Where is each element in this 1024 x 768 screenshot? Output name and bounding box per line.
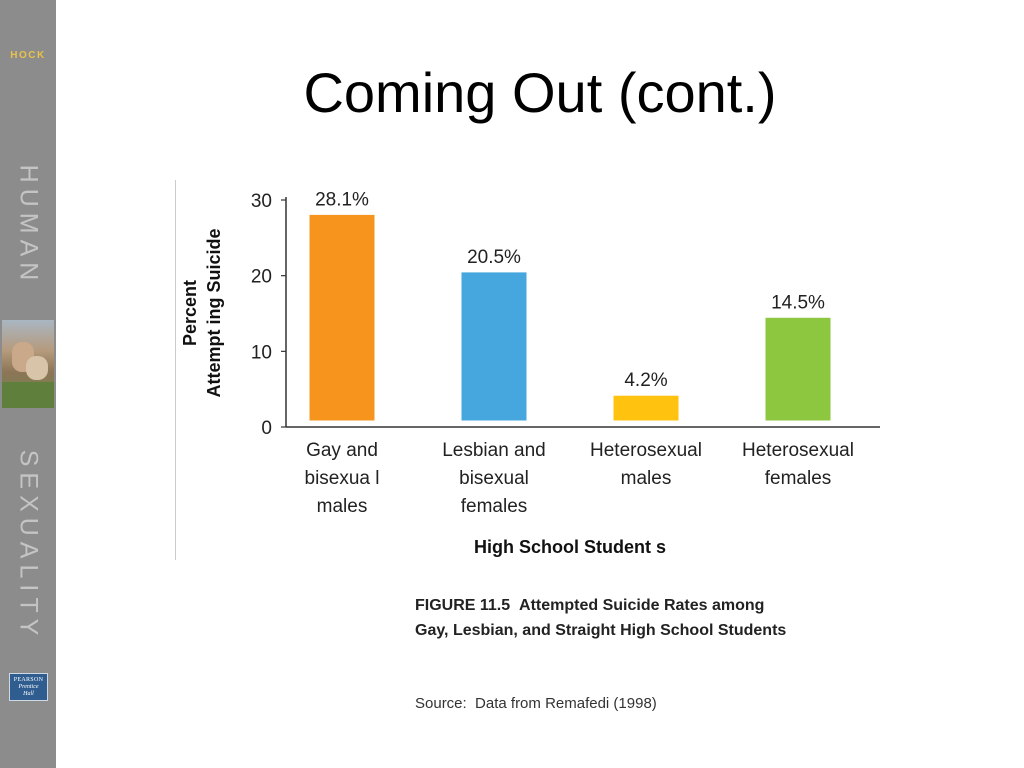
x-tick-label: males — [317, 496, 368, 517]
x-tick-label: Lesbian and — [442, 440, 546, 461]
x-tick-label: bisexual — [459, 468, 529, 489]
cover-photo — [2, 320, 54, 408]
y-tick-label: 10 — [251, 342, 272, 363]
y-axis-label: Attempt ing Suicide — [204, 228, 224, 397]
slide-title: Coming Out (cont.) — [303, 61, 777, 124]
source-text: Data from Remafedi (1998) — [475, 695, 657, 712]
figure-title: Attempted Suicide Rates among Gay, Lesbi… — [415, 597, 787, 639]
bar — [460, 271, 528, 422]
cover-photo-grass — [2, 382, 54, 408]
x-tick-label: females — [765, 468, 832, 489]
y-tick-label: 30 — [251, 191, 272, 212]
bar-value-label: 4.2% — [624, 370, 667, 391]
x-axis-label: High School Student s — [474, 537, 666, 557]
x-tick-label: bisexua l — [305, 468, 380, 489]
figure-source: Source: Data from Remafedi (1998) — [415, 695, 815, 712]
cover-photo-figure — [26, 356, 48, 380]
bar-value-label: 20.5% — [467, 247, 521, 268]
x-tick-label: males — [621, 468, 672, 489]
bar — [308, 213, 376, 422]
figure-caption: FIGURE 11.5 Attempted Suicide Rates amon… — [415, 593, 795, 643]
publisher-logo-line: Hall — [23, 691, 34, 697]
x-tick-label: Heterosexual — [742, 440, 854, 461]
bar — [612, 394, 680, 422]
x-tick-label: Heterosexual — [590, 440, 702, 461]
publisher-logo-line: Prentice — [18, 684, 39, 690]
figure-label: FIGURE 11.5 — [415, 597, 511, 614]
author-label: HOCK — [10, 50, 46, 61]
x-tick-label: females — [461, 496, 528, 517]
figure-divider — [175, 180, 176, 560]
y-axis-label: Percent — [180, 280, 200, 346]
y-tick-label: 0 — [261, 418, 272, 439]
y-tick-label: 20 — [251, 267, 272, 288]
bar-value-label: 28.1% — [315, 189, 369, 210]
bar — [764, 316, 832, 422]
publisher-logo: PEARSON Prentice Hall — [9, 673, 48, 701]
source-label: Source: — [415, 695, 467, 712]
bar-value-label: 14.5% — [771, 292, 825, 313]
x-tick-label: Gay and — [306, 440, 378, 461]
publisher-logo-line: PEARSON — [13, 677, 44, 683]
sidebar: HOCK HUMAN SEXUALITY PEARSON Prentice Ha… — [0, 0, 56, 768]
